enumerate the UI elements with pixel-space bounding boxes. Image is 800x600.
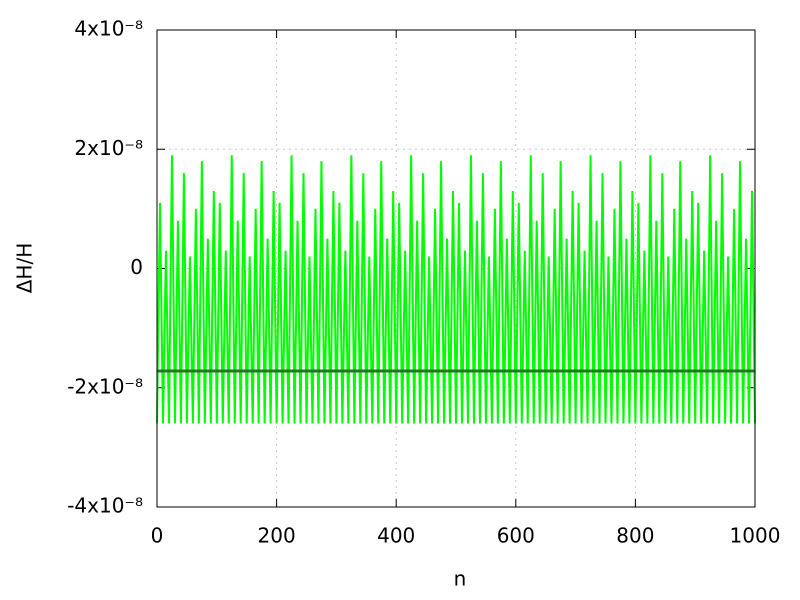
x-tick-label: 0 <box>151 524 164 548</box>
y-tick-label: -4x10⁻⁸ <box>67 494 143 518</box>
x-tick-label: 1000 <box>730 524 781 548</box>
y-tick-label: 2x10⁻⁸ <box>74 136 143 160</box>
x-tick-label: 600 <box>497 524 535 548</box>
y-tick-label: 4x10⁻⁸ <box>74 17 143 41</box>
plot-frame <box>156 29 756 508</box>
data-line <box>156 155 756 424</box>
y-tick-label: -2x10⁻⁸ <box>67 374 143 398</box>
x-axis-label: n <box>454 567 467 591</box>
x-tick-label: 200 <box>258 524 296 548</box>
y-tick-label: 0 <box>130 255 143 279</box>
y-axis-label: ΔH/H <box>13 243 37 294</box>
x-tick-label: 800 <box>616 524 654 548</box>
x-tick-label: 400 <box>377 524 415 548</box>
